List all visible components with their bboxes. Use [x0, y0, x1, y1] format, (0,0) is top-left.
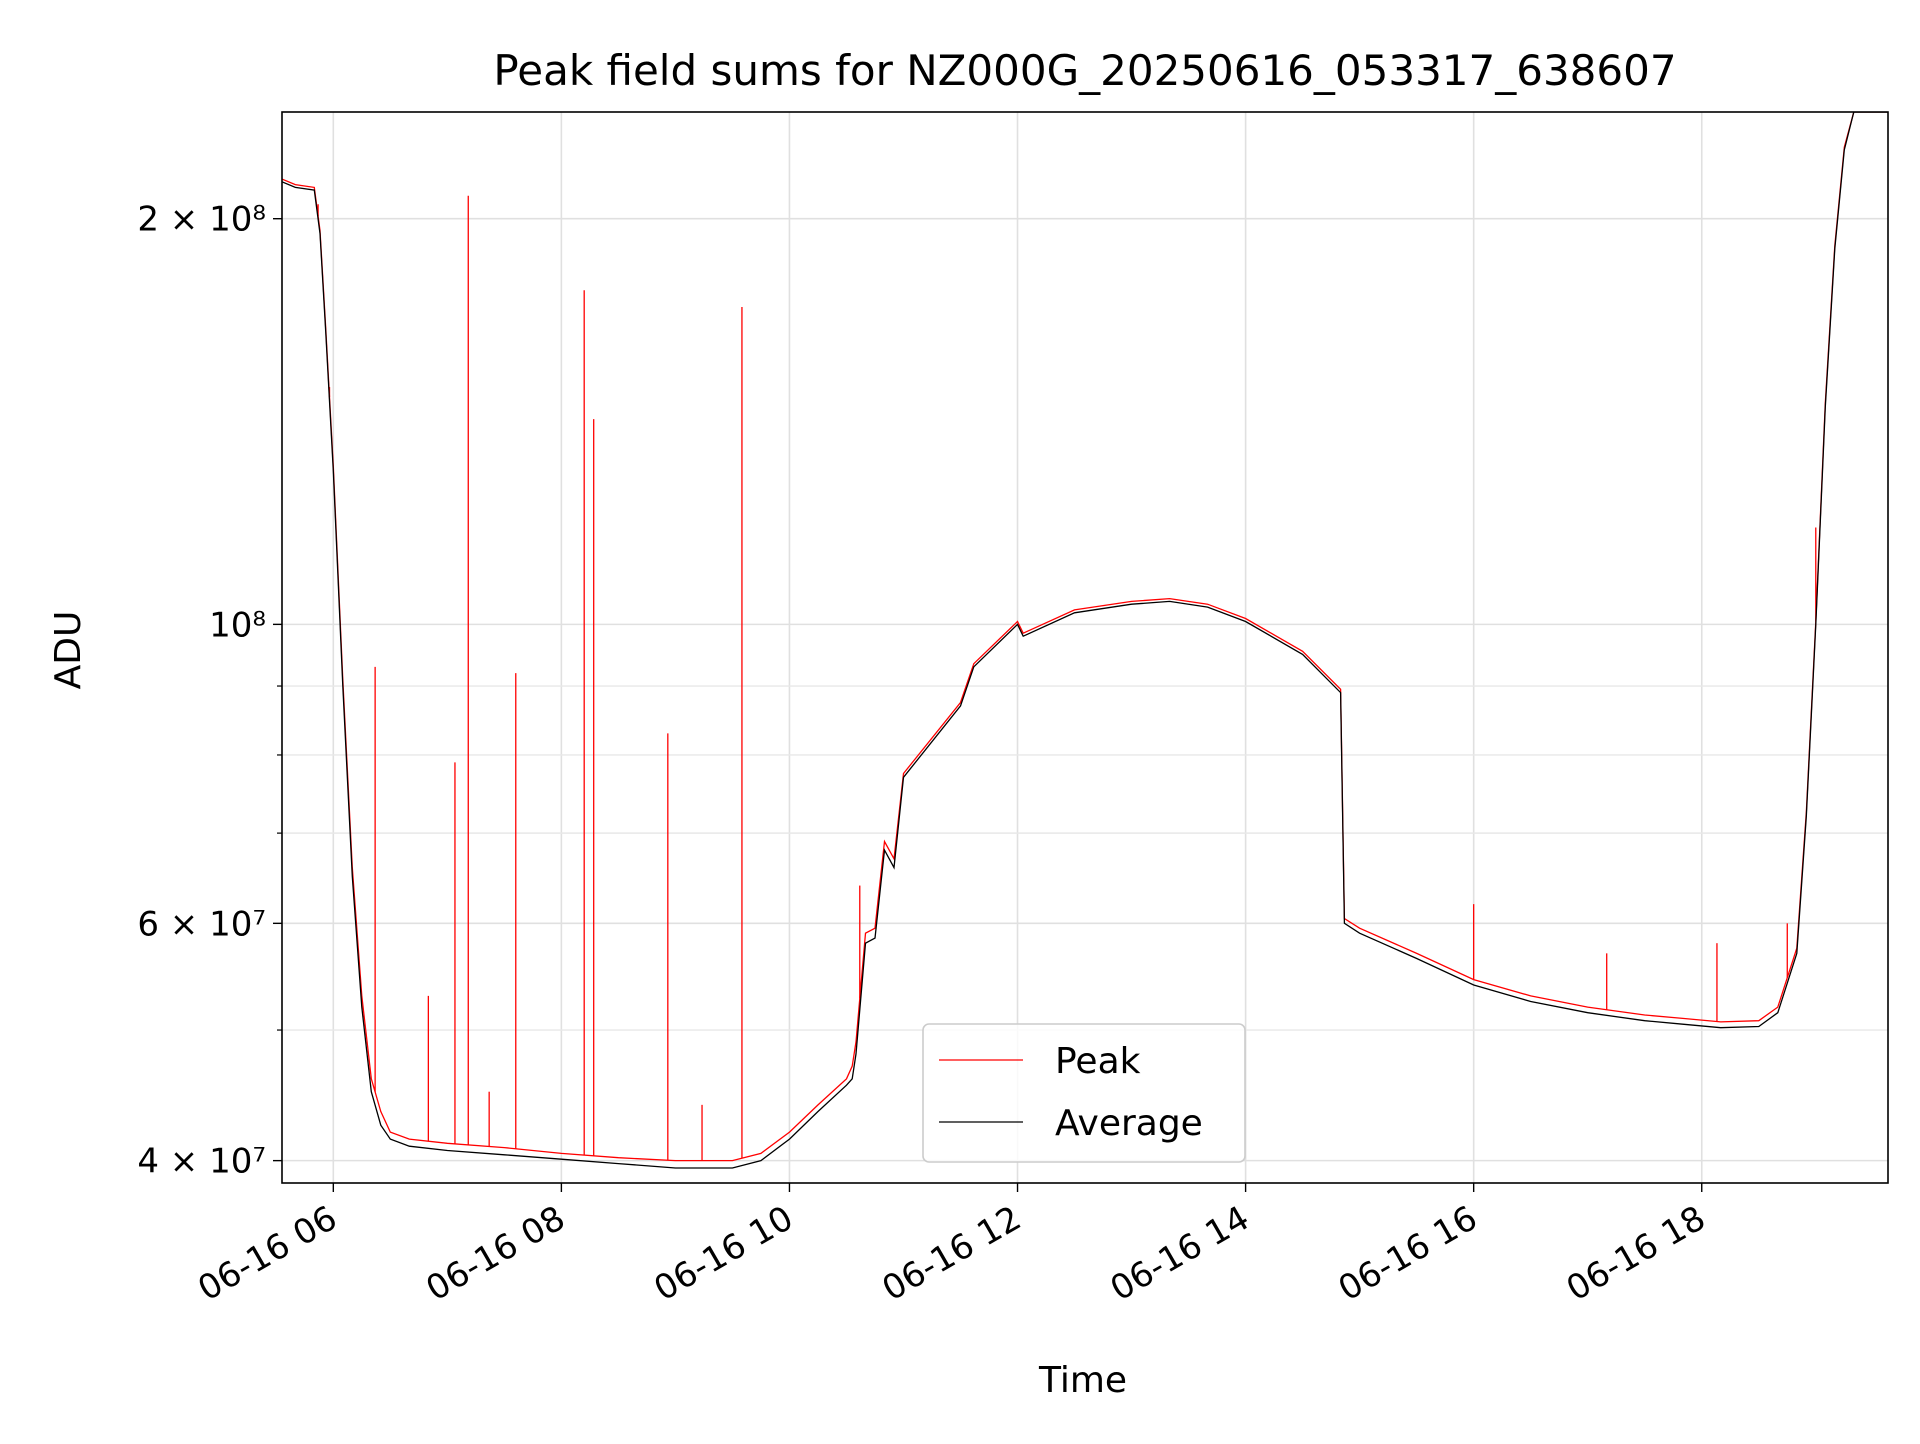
- series-peak: [282, 112, 1888, 1162]
- legend-label-average: Average: [1055, 1103, 1203, 1144]
- series-layer: [282, 112, 1888, 1169]
- y-tick-label: 4 × 10⁷: [137, 1142, 266, 1182]
- series-average: [282, 112, 1888, 1169]
- y-axis-label: ADU: [48, 611, 89, 690]
- peak-line: [282, 112, 1888, 1162]
- y-tick-label: 6 × 10⁷: [137, 904, 266, 944]
- grid: [282, 112, 1888, 1183]
- y-tick-label: 10⁸: [209, 605, 266, 645]
- legend: Peak Average: [922, 1023, 1246, 1163]
- x-axis-label: Time: [1038, 1360, 1127, 1401]
- y-tick-label: 2 × 10⁸: [137, 200, 266, 240]
- legend-box: [922, 1023, 1246, 1163]
- plot-frame: [281, 111, 1889, 1184]
- average-line: [282, 112, 1888, 1169]
- legend-label-peak: Peak: [1055, 1041, 1141, 1082]
- chart-title: Peak field sums for NZ000G_20250616_0533…: [493, 46, 1676, 95]
